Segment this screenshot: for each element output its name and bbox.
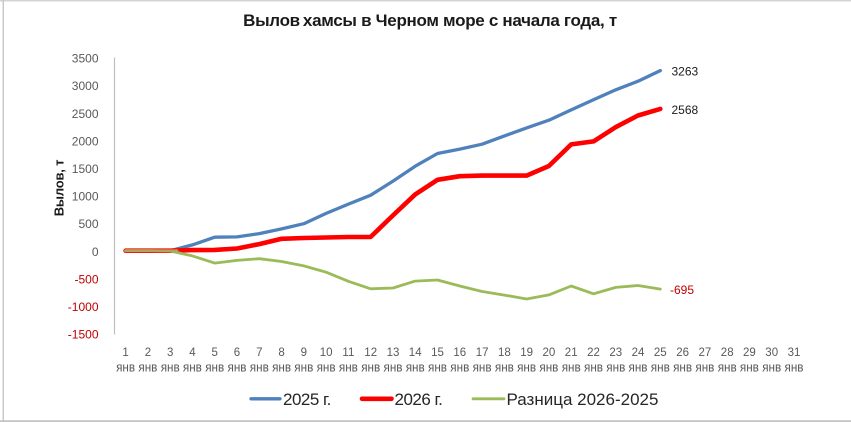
svg-text:-1500: -1500 [68,328,99,342]
svg-text:янв: янв [584,360,603,375]
svg-text:0: 0 [92,245,99,259]
svg-text:2500: 2500 [72,107,99,121]
svg-text:янв: янв [161,360,180,375]
svg-text:24: 24 [632,347,645,359]
svg-text:янв: янв [651,360,670,375]
svg-text:2: 2 [145,347,151,359]
svg-text:янв: янв [695,360,714,375]
svg-text:янв: янв [762,360,781,375]
svg-text:3000: 3000 [72,79,99,93]
svg-text:1000: 1000 [72,190,99,204]
svg-text:янв: янв [339,360,358,375]
svg-text:500: 500 [78,217,98,231]
svg-text:13: 13 [387,347,400,359]
svg-text:янв: янв [673,360,692,375]
svg-text:1500: 1500 [72,162,99,176]
svg-text:янв: янв [629,360,648,375]
svg-text:23: 23 [609,347,622,359]
svg-text:янв: янв [473,360,492,375]
svg-text:янв: янв [228,360,247,375]
svg-text:янв: янв [606,360,625,375]
svg-text:21: 21 [565,347,578,359]
svg-text:15: 15 [431,347,444,359]
svg-text:янв: янв [495,360,514,375]
svg-text:янв: янв [539,360,558,375]
svg-text:янв: янв [406,360,425,375]
svg-text:янв: янв [250,360,269,375]
svg-text:янв: янв [205,360,224,375]
svg-text:2568: 2568 [672,103,699,117]
svg-text:10: 10 [320,347,333,359]
svg-text:янв: янв [785,360,804,375]
svg-text:11: 11 [342,347,354,359]
svg-text:янв: янв [317,360,336,375]
svg-text:5: 5 [211,347,217,359]
svg-text:Вылов хамсы в Черном море с на: Вылов хамсы в Черном море с начала года,… [243,11,617,30]
svg-text:3500: 3500 [72,52,99,66]
svg-text:-1000: -1000 [68,300,99,314]
svg-text:янв: янв [138,360,157,375]
svg-text:25: 25 [654,347,667,359]
svg-text:янв: янв [384,360,403,375]
svg-text:19: 19 [520,347,533,359]
svg-text:17: 17 [476,347,489,359]
svg-text:12: 12 [364,347,377,359]
svg-text:4: 4 [189,347,196,359]
svg-text:янв: янв [450,360,469,375]
svg-text:22: 22 [587,347,600,359]
svg-text:30: 30 [765,347,778,359]
svg-text:16: 16 [453,347,466,359]
svg-text:янв: янв [562,360,581,375]
svg-text:18: 18 [498,347,511,359]
svg-text:29: 29 [743,347,756,359]
svg-text:янв: янв [116,360,135,375]
svg-text:20: 20 [543,347,556,359]
svg-text:28: 28 [721,347,734,359]
svg-text:янв: янв [183,360,202,375]
svg-text:31: 31 [788,347,801,359]
svg-text:3: 3 [167,347,173,359]
svg-text:27: 27 [699,347,712,359]
svg-text:14: 14 [409,347,422,359]
svg-text:-500: -500 [74,272,98,286]
svg-text:янв: янв [428,360,447,375]
svg-text:Разница 2026-2025: Разница 2026-2025 [507,390,659,409]
svg-text:2025 г.: 2025 г. [283,390,331,409]
svg-text:янв: янв [361,360,380,375]
svg-text:2026 г.: 2026 г. [395,390,443,409]
svg-text:-695: -695 [670,283,694,297]
svg-text:9: 9 [301,347,307,359]
svg-text:3263: 3263 [672,65,699,79]
svg-text:6: 6 [234,347,240,359]
svg-text:янв: янв [718,360,737,375]
svg-text:янв: янв [272,360,291,375]
svg-text:2000: 2000 [72,134,99,148]
svg-text:1: 1 [122,347,128,359]
svg-text:янв: янв [740,360,759,375]
svg-text:Вылов, т: Вылов, т [52,160,67,217]
svg-text:янв: янв [517,360,536,375]
svg-text:8: 8 [278,347,284,359]
svg-text:26: 26 [676,347,689,359]
svg-text:7: 7 [256,347,262,359]
svg-text:янв: янв [294,360,313,375]
